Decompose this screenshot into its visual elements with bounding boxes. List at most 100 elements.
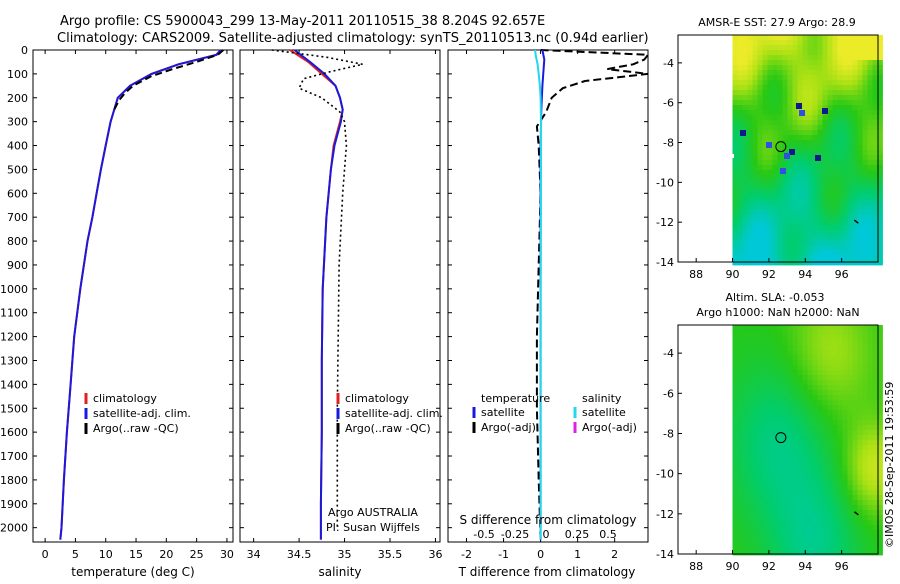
- map-cell: [777, 140, 783, 146]
- map-cell: [862, 490, 868, 496]
- map-cell: [827, 235, 833, 241]
- map-cell: [767, 95, 773, 101]
- map-cell: [822, 50, 828, 56]
- sst-cold-patch: [799, 110, 805, 116]
- map-cell: [762, 85, 768, 91]
- map-cell: [832, 195, 838, 201]
- map-cell: [832, 180, 838, 186]
- map-cell: [877, 495, 883, 501]
- map-cell: [802, 145, 808, 151]
- map-cell: [742, 500, 748, 506]
- map-cell: [802, 135, 808, 141]
- map-cell: [872, 95, 878, 101]
- map-cell: [847, 260, 853, 266]
- map-cell: [782, 495, 788, 501]
- map-cell: [837, 80, 843, 86]
- map-cell: [752, 235, 758, 241]
- map-cell: [817, 135, 823, 141]
- map-cell: [857, 535, 863, 541]
- map-cell: [747, 465, 753, 471]
- map-cell: [877, 75, 883, 81]
- map-cell: [757, 500, 763, 506]
- map-cell: [762, 110, 768, 116]
- map-cell: [752, 425, 758, 431]
- map-cell: [757, 135, 763, 141]
- map-cell: [867, 435, 873, 441]
- map-cell: [807, 375, 813, 381]
- map-cell: [757, 245, 763, 251]
- map-cell: [767, 430, 773, 436]
- map-cell: [867, 260, 873, 266]
- map-cell: [742, 95, 748, 101]
- map-cell: [877, 510, 883, 516]
- map-cell: [782, 55, 788, 61]
- map-cell: [767, 545, 773, 551]
- map-cell: [802, 335, 808, 341]
- map-cell: [797, 160, 803, 166]
- map-cell: [747, 160, 753, 166]
- map-cell: [842, 335, 848, 341]
- map-cell: [877, 470, 883, 476]
- map-cell: [752, 485, 758, 491]
- map-cell: [782, 460, 788, 466]
- map-cell: [787, 350, 793, 356]
- map-cell: [817, 45, 823, 51]
- map-cell: [732, 410, 738, 416]
- map-cell: [857, 70, 863, 76]
- map-cell: [842, 120, 848, 126]
- map-cell: [872, 340, 878, 346]
- map-cell: [782, 390, 788, 396]
- map-cell: [772, 415, 778, 421]
- map-cell: [772, 550, 778, 556]
- map-cell: [812, 505, 818, 511]
- map-cell: [757, 405, 763, 411]
- map-cell: [787, 365, 793, 371]
- map-cell: [782, 470, 788, 476]
- map-cell: [807, 390, 813, 396]
- map-cell: [772, 125, 778, 131]
- map-frame: [677, 34, 879, 263]
- map-cell: [792, 465, 798, 471]
- map-cell: [742, 240, 748, 246]
- map-cell: [752, 445, 758, 451]
- map-cell: [842, 55, 848, 61]
- map-cell: [772, 40, 778, 46]
- map-cell: [832, 410, 838, 416]
- map-cell: [877, 125, 883, 131]
- map-x-tick-label: 96: [835, 560, 849, 573]
- map-cell: [792, 450, 798, 456]
- map-cell: [822, 510, 828, 516]
- map-cell: [787, 190, 793, 196]
- map-cell: [822, 185, 828, 191]
- map-cell: [747, 545, 753, 551]
- map-cell: [837, 85, 843, 91]
- map-cell: [877, 185, 883, 191]
- map-cell: [732, 160, 738, 166]
- map-cell: [777, 480, 783, 486]
- map-cell: [802, 35, 808, 41]
- map-cell: [787, 430, 793, 436]
- map-cell: [777, 370, 783, 376]
- map-cell: [797, 240, 803, 246]
- map-cell: [832, 510, 838, 516]
- map-cell: [782, 330, 788, 336]
- map-cell: [747, 55, 753, 61]
- map-cell: [752, 140, 758, 146]
- map-cell: [877, 160, 883, 166]
- map-cell: [877, 410, 883, 416]
- map-cell: [807, 230, 813, 236]
- map-y-tick-label: -14: [656, 548, 674, 561]
- map-cell: [737, 330, 743, 336]
- map-cell: [742, 425, 748, 431]
- map-cell: [747, 50, 753, 56]
- map-cell: [732, 145, 738, 151]
- map-cell: [742, 120, 748, 126]
- map-cell: [877, 170, 883, 176]
- map-cell: [742, 350, 748, 356]
- map-cell: [867, 90, 873, 96]
- map-cell: [772, 145, 778, 151]
- map-cell: [797, 450, 803, 456]
- map-cell: [737, 220, 743, 226]
- map-cell: [812, 170, 818, 176]
- map-cell: [867, 235, 873, 241]
